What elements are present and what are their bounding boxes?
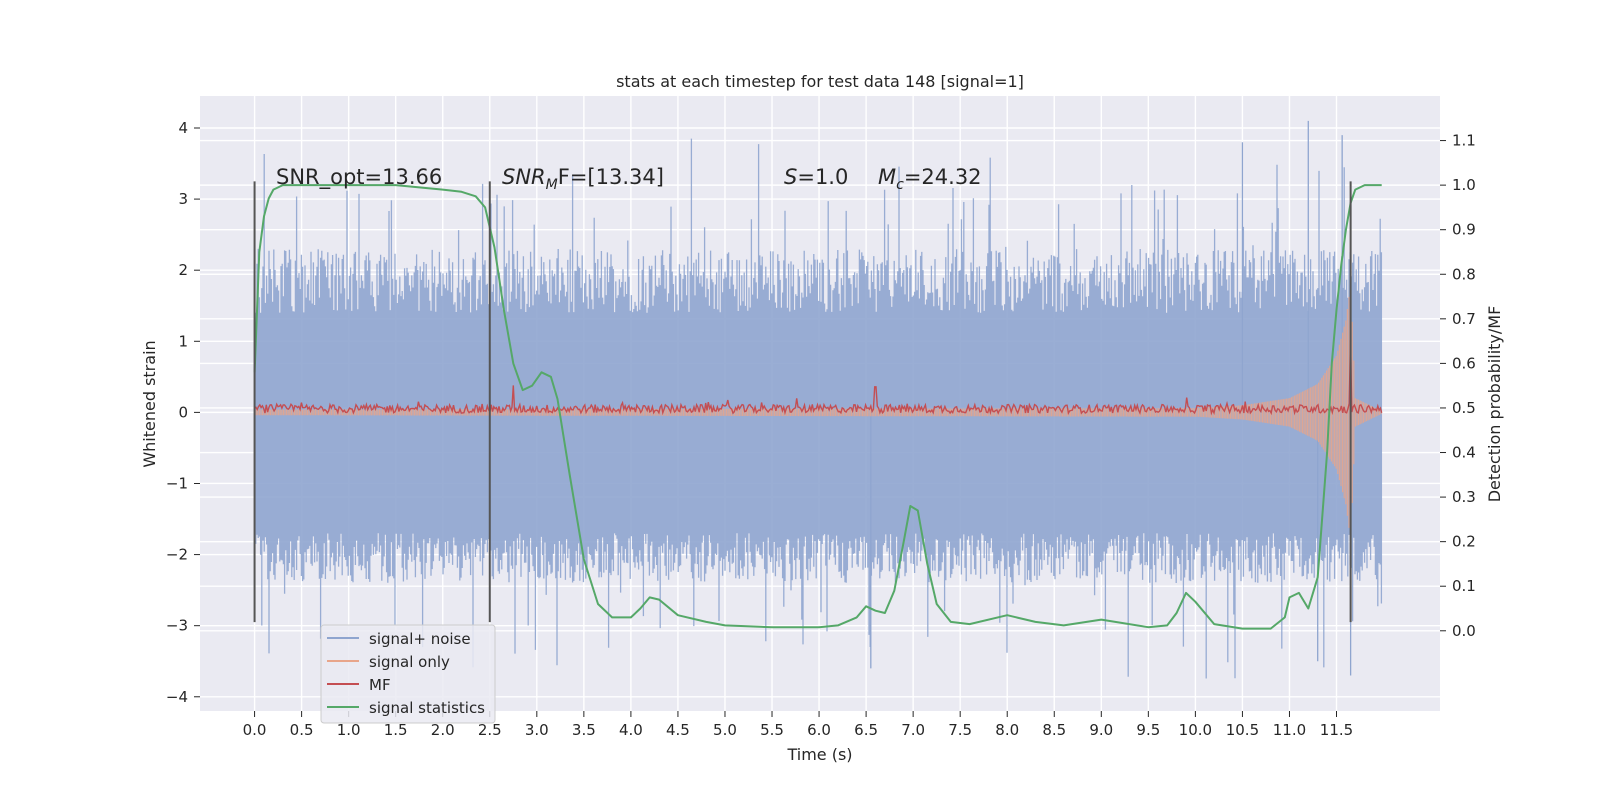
x-tick-label-7: 3.5 — [572, 721, 596, 739]
y-tick-label-8: 4 — [178, 119, 188, 137]
y2-tick-label-3: 0.3 — [1452, 488, 1476, 506]
x-ticks: 0.0 0.5 1.0 1.5 2.0 2.5 3.0 3.5 4.0 4.5 5.0 5.5 6.0 6… — [243, 711, 1353, 739]
y2-tick-label-1: 0.1 — [1452, 577, 1476, 595]
annotation-mc-tail: =24.32 — [904, 165, 982, 189]
series-signal-statistics — [253, 184, 1382, 630]
y2-tick-label-0: 0.0 — [1452, 622, 1476, 640]
legend: signal+ noise signal only MF signal stat… — [320, 624, 496, 724]
y-tick-label-1: −3 — [166, 617, 188, 635]
y2-tick-label-6: 0.6 — [1452, 354, 1476, 372]
y-ticks: −4 −3 −2 −1 0 1 2 3 4 — [166, 119, 200, 706]
x-tick-label-8: 4.0 — [619, 721, 643, 739]
x-tick-label-22: 11.0 — [1273, 721, 1306, 739]
x-tick-label-9: 4.5 — [666, 721, 690, 739]
y-tick-label-3: −1 — [166, 474, 188, 492]
y2-tick-label-5: 0.5 — [1452, 399, 1476, 417]
annotation-snr-mf-main: SNR — [502, 165, 546, 189]
annotation-s-main: S — [784, 165, 797, 189]
x-tick-label-2: 1.0 — [337, 721, 361, 739]
series-mf — [254, 339, 1383, 416]
x-tick-label-13: 6.5 — [854, 721, 878, 739]
x-tick-label-19: 9.5 — [1136, 721, 1160, 739]
x-tick-label-18: 9.0 — [1089, 721, 1113, 739]
y2-tick-label-10: 1.0 — [1452, 176, 1476, 194]
x-tick-label-6: 3.0 — [525, 721, 549, 739]
chart-title: stats at each timestep for test data 148… — [616, 72, 1024, 91]
vertical-markers — [253, 181, 1352, 623]
annotation-snr-mf: SNRMF=[13.34] — [502, 165, 664, 193]
y2-tick-label-7: 0.7 — [1452, 310, 1476, 328]
x-axis-label: Time (s) — [786, 745, 852, 764]
x-tick-label-1: 0.5 — [290, 721, 314, 739]
x-tick-label-17: 8.5 — [1042, 721, 1066, 739]
legend-box — [320, 624, 496, 724]
annotation-snr-opt: SNR_opt=13.66 — [276, 165, 442, 190]
y-tick-label-5: 1 — [178, 332, 188, 350]
annotation-mc: Mc=24.32 — [878, 165, 982, 193]
x-tick-label-4: 2.0 — [431, 721, 455, 739]
y-tick-label-2: −2 — [166, 546, 188, 564]
annotation-s: S=1.0 — [784, 165, 848, 189]
x-tick-label-16: 8.0 — [995, 721, 1019, 739]
y2-tick-label-11: 1.1 — [1452, 132, 1476, 150]
annotation-mc-main: M — [878, 165, 896, 189]
legend-label-mf: MF — [369, 676, 391, 694]
y2-tick-label-8: 0.8 — [1452, 265, 1476, 283]
x-tick-label-14: 7.0 — [901, 721, 925, 739]
x-tick-label-15: 7.5 — [948, 721, 972, 739]
y-axis-label: Whitened strain — [140, 340, 159, 467]
x-tick-label-0: 0.0 — [243, 721, 267, 739]
y2-tick-label-2: 0.2 — [1452, 533, 1476, 551]
y2-ticks: 0.0 0.1 0.2 0.3 0.4 0.5 0.6 0.7 0.8 0.9 1.0 1.1 — [1440, 132, 1476, 640]
y-tick-label-7: 3 — [178, 190, 188, 208]
legend-label-signal-statistics: signal statistics — [369, 699, 485, 717]
annotation-snr-mf-sub: M — [546, 177, 558, 193]
x-tick-label-3: 1.5 — [384, 721, 408, 739]
x-tick-label-10: 5.0 — [713, 721, 737, 739]
y2-tick-label-9: 0.9 — [1452, 221, 1476, 239]
x-tick-label-5: 2.5 — [478, 721, 502, 739]
x-tick-label-23: 11.5 — [1320, 721, 1353, 739]
y-tick-label-4: 0 — [178, 403, 188, 421]
y-tick-label-0: −4 — [166, 688, 188, 706]
y2-axis-label: Detection probability/MF — [1485, 306, 1504, 503]
y-tick-label-6: 2 — [178, 261, 188, 279]
annotation-mc-sub: c — [896, 177, 904, 193]
annotations: SNR_opt=13.66 SNRMF=[13.34] S=1.0 Mc=24.… — [276, 165, 982, 193]
annotation-s-tail: =1.0 — [797, 165, 848, 189]
legend-label-signal-noise: signal+ noise — [369, 630, 471, 648]
x-tick-label-21: 10.5 — [1226, 721, 1259, 739]
legend-label-signal-only: signal only — [369, 653, 450, 671]
annotation-snr-mf-tail: F=[13.34] — [558, 165, 664, 189]
y2-tick-label-4: 0.4 — [1452, 444, 1476, 462]
x-tick-label-11: 5.5 — [760, 721, 784, 739]
x-tick-label-20: 10.0 — [1179, 721, 1212, 739]
x-tick-label-12: 6.0 — [807, 721, 831, 739]
